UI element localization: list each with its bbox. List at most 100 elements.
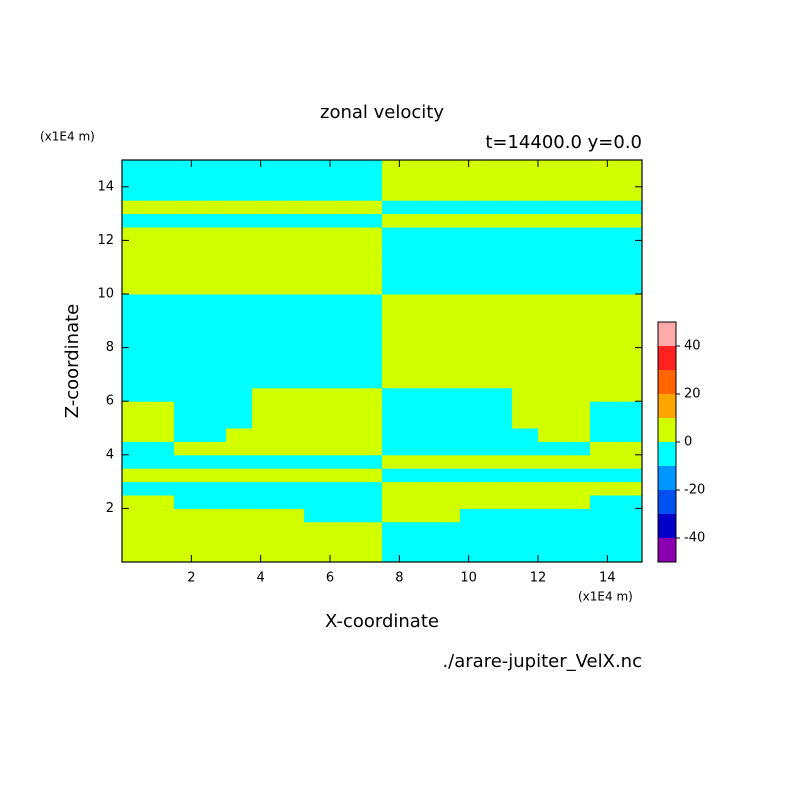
heatmap-cell — [382, 401, 409, 416]
heatmap-cell — [200, 387, 227, 402]
heatmap-cell — [330, 481, 357, 496]
heatmap-cell — [148, 240, 175, 255]
heatmap-cell — [564, 200, 591, 215]
heatmap-cell — [434, 173, 461, 188]
heatmap-cell — [278, 428, 305, 442]
heatmap-cell — [512, 227, 539, 241]
heatmap-cell — [408, 307, 435, 322]
heatmap-cell — [564, 468, 591, 483]
heatmap-cell — [486, 387, 513, 402]
heatmap-cell — [200, 186, 227, 201]
heatmap-cell — [590, 401, 617, 416]
heatmap-cell — [330, 186, 357, 201]
heatmap-cell — [122, 186, 149, 201]
heatmap-cell — [148, 508, 175, 523]
heatmap-cell — [382, 267, 409, 282]
heatmap-cell — [408, 428, 435, 442]
heatmap-cell — [330, 347, 357, 362]
heatmap-cell — [616, 307, 643, 322]
heatmap-cell — [226, 173, 253, 188]
heatmap-cell — [512, 468, 539, 483]
heatmap-cell — [330, 334, 357, 349]
heatmap-cell — [616, 454, 643, 469]
heatmap-cell — [200, 267, 227, 282]
heatmap-cell — [590, 334, 617, 349]
heatmap-cell — [408, 334, 435, 349]
heatmap-cell — [590, 200, 617, 215]
heatmap-cell — [200, 280, 227, 295]
heatmap-cell — [486, 186, 513, 201]
heatmap-cell — [538, 240, 565, 255]
heatmap-cell — [434, 454, 461, 469]
heatmap-cell — [460, 240, 487, 255]
heatmap-cell — [460, 428, 487, 442]
heatmap-cell — [252, 253, 279, 268]
heatmap-cell — [226, 495, 253, 509]
heatmap-cell — [252, 387, 279, 402]
heatmap-cell — [200, 548, 227, 563]
heatmap-cell — [512, 535, 539, 550]
heatmap-cell — [434, 213, 461, 228]
heatmap-cell — [252, 186, 279, 201]
heatmap-cell — [226, 320, 253, 335]
colorbar-swatch — [658, 346, 676, 370]
chart-subtitle: t=14400.0 y=0.0 — [485, 132, 642, 153]
heatmap-cell — [512, 428, 539, 442]
heatmap-cell — [226, 481, 253, 496]
y-tick-label: 10 — [97, 287, 114, 302]
heatmap-cell — [356, 347, 383, 362]
heatmap-cell — [174, 240, 201, 255]
heatmap-cell — [486, 495, 513, 509]
heatmap-cell — [590, 508, 617, 523]
heatmap-cell — [252, 294, 279, 308]
heatmap-cell — [434, 387, 461, 402]
heatmap-cell — [304, 213, 331, 228]
heatmap-cell — [122, 213, 149, 228]
heatmap-cell — [538, 334, 565, 349]
heatmap-cell — [538, 320, 565, 335]
heatmap-cell — [200, 535, 227, 550]
heatmap-cell — [356, 200, 383, 215]
heatmap-cell — [460, 280, 487, 295]
heatmap-cell — [512, 387, 539, 402]
heatmap-cell — [278, 186, 305, 201]
heatmap-cell — [460, 481, 487, 496]
heatmap-cell — [226, 414, 253, 429]
heatmap-cell — [356, 441, 383, 456]
heatmap-cell — [148, 387, 175, 402]
heatmap-cell — [200, 334, 227, 349]
heatmap-cell — [616, 495, 643, 509]
heatmap-cell — [434, 334, 461, 349]
source-file: ./arare-jupiter_VelX.nc — [442, 651, 642, 672]
heatmap-cell — [200, 521, 227, 536]
heatmap-cell — [512, 454, 539, 469]
heatmap-cell — [174, 548, 201, 563]
heatmap-cell — [174, 186, 201, 201]
heatmap-cell — [356, 401, 383, 416]
heatmap-cell — [460, 548, 487, 563]
heatmap-cell — [408, 186, 435, 201]
heatmap-cell — [616, 160, 643, 174]
heatmap-cell — [590, 441, 617, 456]
heatmap-cell — [148, 160, 175, 174]
heatmap-cell — [512, 521, 539, 536]
heatmap-cell — [174, 307, 201, 322]
heatmap-cell — [148, 521, 175, 536]
heatmap-cell — [200, 160, 227, 174]
heatmap-cell — [304, 267, 331, 282]
heatmap-cell — [460, 320, 487, 335]
heatmap-cell — [512, 200, 539, 215]
heatmap-cell — [252, 213, 279, 228]
heatmap-cell — [252, 240, 279, 255]
heatmap-cell — [174, 253, 201, 268]
heatmap-cell — [434, 160, 461, 174]
heatmap-cell — [122, 468, 149, 483]
heatmap-cell — [460, 454, 487, 469]
heatmap-cell — [408, 401, 435, 416]
heatmap-cell — [252, 374, 279, 389]
heatmap-cell — [564, 173, 591, 188]
heatmap-cell — [356, 334, 383, 349]
heatmap-cell — [408, 173, 435, 188]
heatmap-cell — [330, 160, 357, 174]
